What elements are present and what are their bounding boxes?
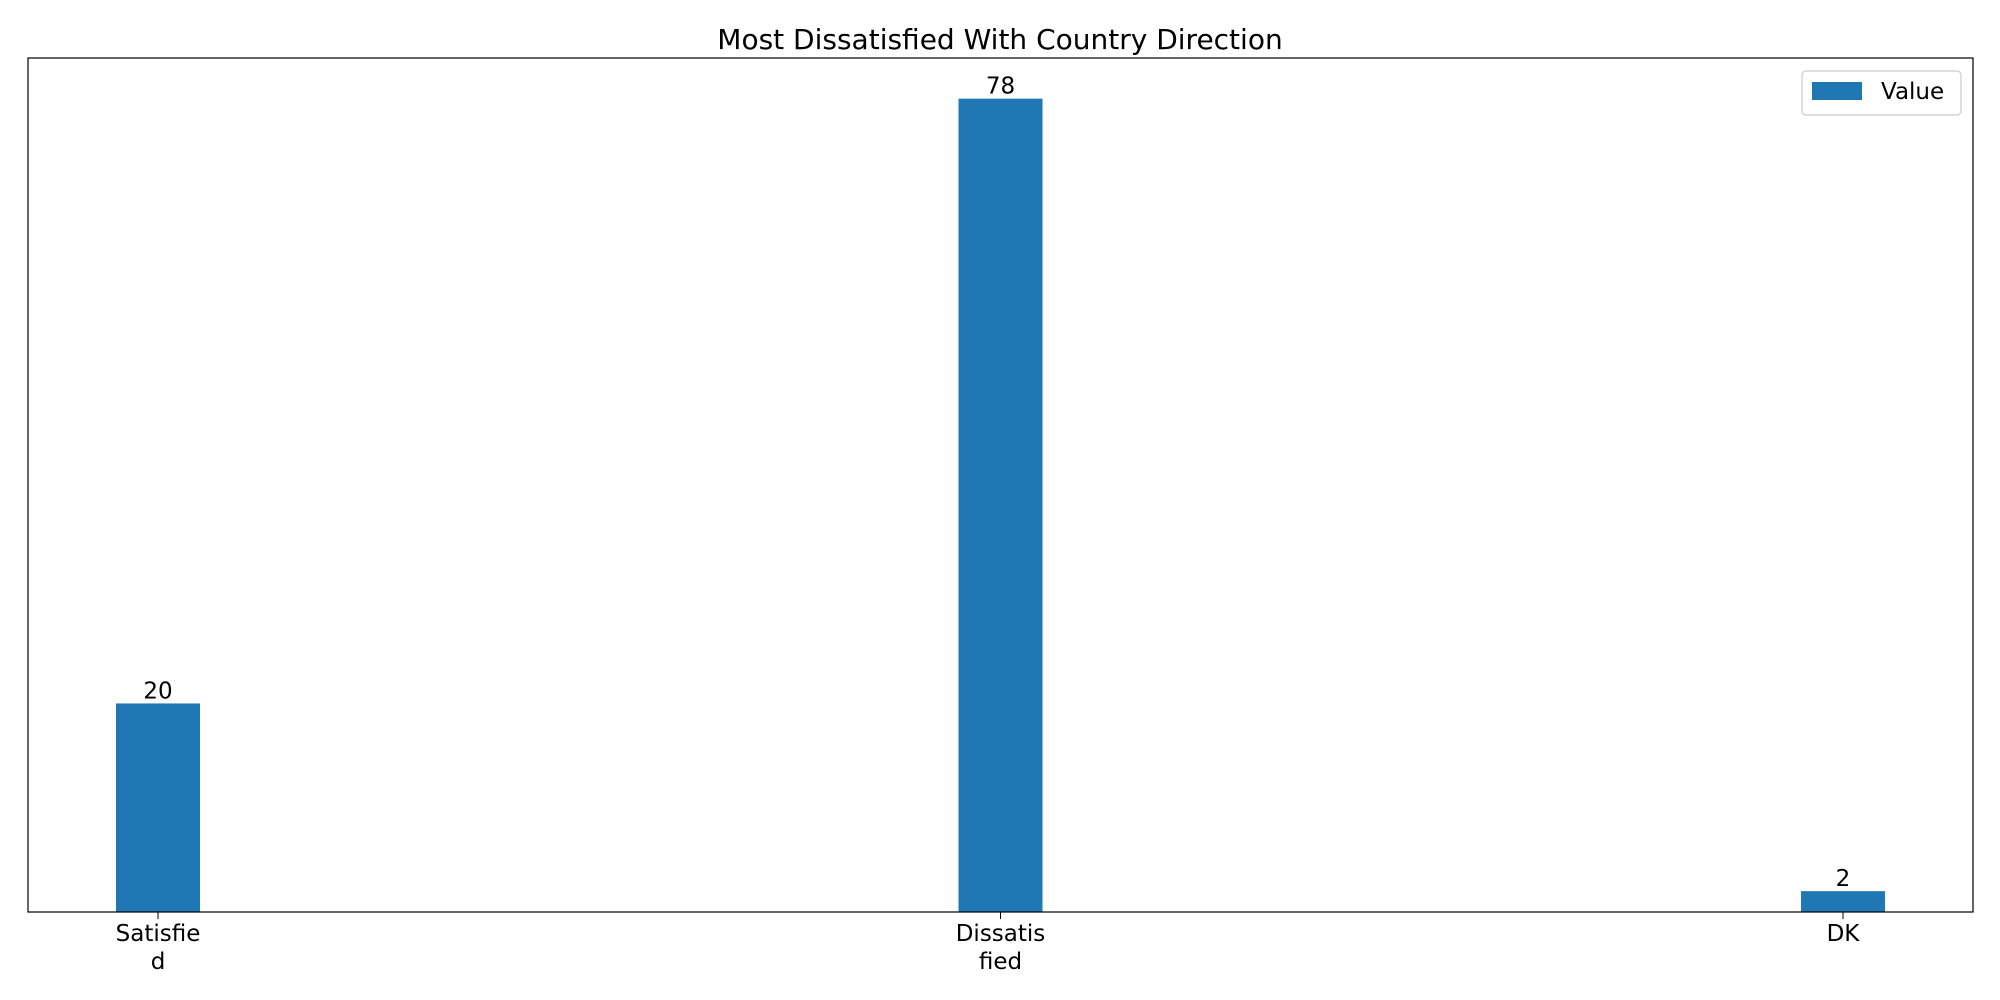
data-label: 78 <box>986 74 1015 100</box>
x-tick-label: d <box>151 949 166 975</box>
bar <box>1801 891 1885 912</box>
x-tick-label: Dissatis <box>956 921 1046 947</box>
x-tick-label: DK <box>1827 921 1861 947</box>
x-tick-label: Satisfie <box>116 921 201 947</box>
bar <box>958 98 1043 912</box>
x-tick-label: fied <box>979 949 1022 975</box>
plot-frame <box>27 57 1974 913</box>
data-label: 2 <box>1836 866 1851 892</box>
legend-label: Value <box>1881 79 1944 105</box>
bar <box>116 703 200 912</box>
legend: Value <box>1801 70 1962 116</box>
bars-layer <box>116 98 1885 912</box>
chart-title: Most Dissatisfied With Country Direction <box>717 23 1282 56</box>
data-labels-layer: 20 78 2 <box>143 74 1850 892</box>
data-label: 20 <box>143 678 172 704</box>
legend-swatch <box>1812 82 1862 100</box>
